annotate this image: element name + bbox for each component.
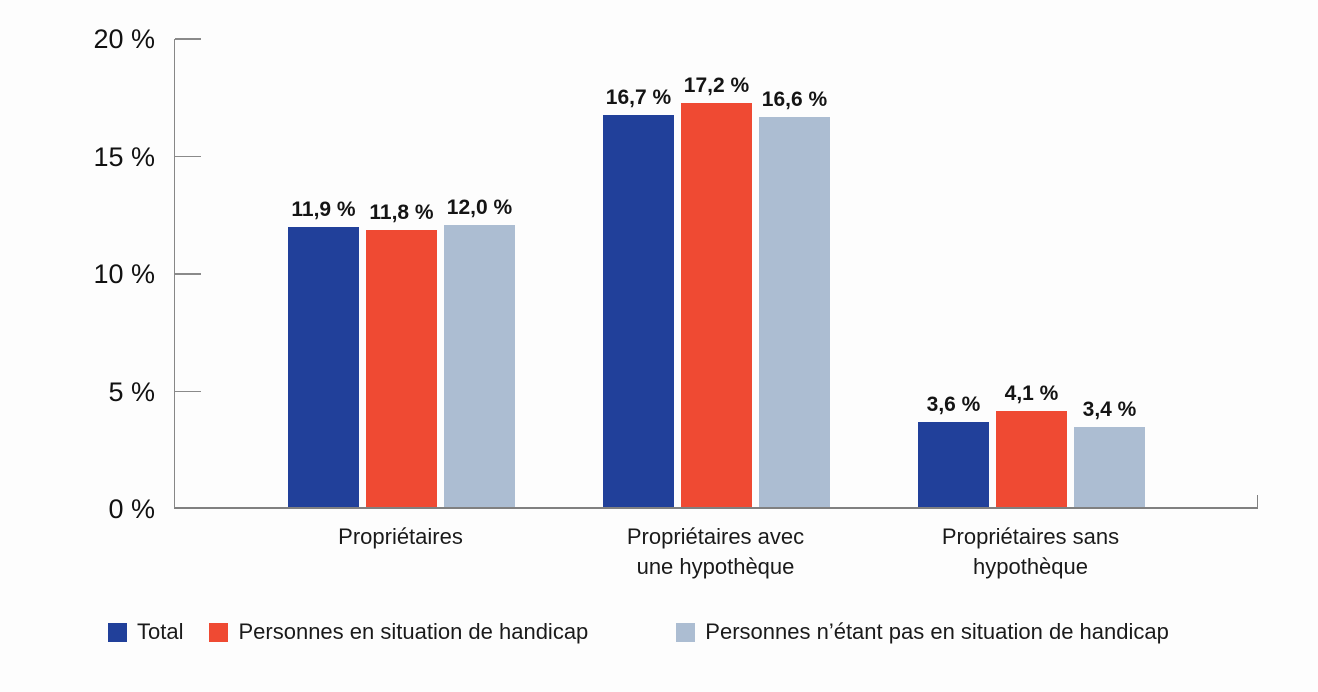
- category-label-line: Propriétaires avec: [626, 524, 805, 549]
- category-label-line: hypothèque: [973, 554, 1088, 579]
- category-label-line: une hypothèque: [636, 554, 795, 579]
- legend-item: Personnes n’étant pas en situation de ha…: [676, 619, 1169, 645]
- bar-value-label: 16,7 %: [605, 85, 672, 109]
- bar-group: 3,6 % 4,1 % 3,4 %: [918, 382, 1145, 507]
- legend-label: Personnes n’étant pas en situation de ha…: [705, 619, 1169, 644]
- bar: 4,1 %: [996, 382, 1067, 507]
- bar: 17,2 %: [681, 74, 752, 507]
- bar-group: 16,7 % 17,2 % 16,6 %: [603, 74, 830, 507]
- category-label: Propriétaires: [241, 522, 561, 552]
- bar: 12,0 %: [444, 196, 515, 507]
- y-axis-tick-label: 10 %: [93, 259, 155, 289]
- legend-item: Total: [108, 619, 183, 645]
- legend-swatch: [676, 622, 696, 642]
- category-label-line: Propriétaires: [338, 524, 463, 549]
- bar-value-label: 16,6 %: [761, 87, 828, 111]
- bar-value-label: 11,8 %: [369, 200, 434, 224]
- bar: 3,6 %: [918, 393, 989, 507]
- legend: Total Personnes en situation de handicap P…: [108, 619, 1169, 645]
- y-axis-tick: [175, 155, 201, 157]
- y-axis-tick: [175, 38, 201, 40]
- y-axis-tick: [175, 390, 201, 392]
- legend-swatch: [108, 622, 127, 642]
- bar: 11,9 %: [288, 198, 359, 507]
- y-axis-tick-label: 0 %: [108, 494, 155, 524]
- bar-value-label: 4,1 %: [1004, 381, 1059, 405]
- bar-value-label: 3,6 %: [926, 393, 981, 417]
- legend-label: Personnes en situation de handicap: [238, 619, 589, 644]
- category-label: Propriétaires avec une hypothèque: [556, 522, 876, 582]
- y-axis-tick-label: 20 %: [93, 24, 155, 54]
- x-axis-end-tick: [1256, 495, 1258, 507]
- bar: 16,7 %: [603, 86, 674, 507]
- category-label: Propriétaires sans hypothèque: [871, 522, 1191, 582]
- bar-value-label: 3,4 %: [1082, 398, 1137, 422]
- y-axis-tick-label: 5 %: [108, 376, 155, 407]
- legend-label: Total: [137, 619, 184, 644]
- category-label-line: Propriétaires sans: [941, 524, 1120, 549]
- y-axis-tick: [175, 273, 201, 275]
- bar: 3,4 %: [1074, 398, 1145, 507]
- bar-value-label: 17,2 %: [683, 73, 750, 97]
- bar: 16,6 %: [759, 88, 830, 507]
- y-axis-tick-label: 15 %: [93, 141, 155, 172]
- bar-value-label: 11,9 %: [291, 198, 356, 222]
- bar: 11,8 %: [366, 201, 437, 507]
- legend-item: Personnes en situation de handicap: [209, 619, 588, 645]
- bar-value-label: 12,0 %: [446, 196, 513, 219]
- legend-swatch: [209, 622, 229, 642]
- plot-area: 11,9 % 11,8 % 12,0 % 16,7 % 17,2 % 16,6 % 3,6 …: [174, 38, 1258, 509]
- bar-group: 11,9 % 11,8 % 12,0 %: [288, 196, 515, 507]
